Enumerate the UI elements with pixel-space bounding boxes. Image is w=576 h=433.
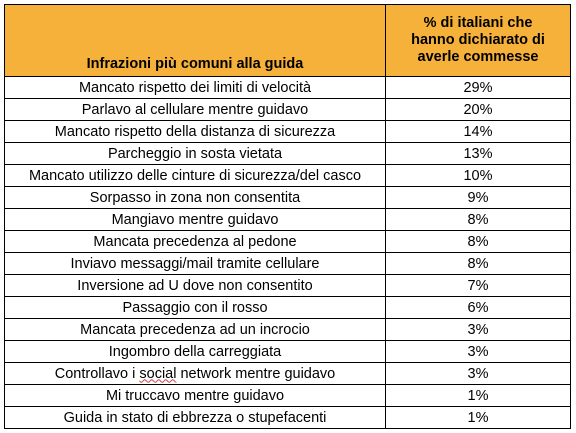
infraction-percentage: 8% [385,230,571,253]
table-row: Mi truccavo mentre guidavo 1% [4,384,571,407]
infraction-percentage: 3% [385,362,571,385]
table-row: Mancato utilizzo delle cinture di sicure… [4,164,571,187]
infraction-label: Inviavo messaggi/mail tramite cellulare [4,252,386,275]
infraction-label: Mancato rispetto dei limiti di velocità [4,76,386,99]
infraction-percentage: 8% [385,252,571,275]
infraction-label: Controllavo i social network mentre guid… [4,362,386,385]
table-row: Mancata precedenza ad un incrocio 3% [4,318,571,341]
infraction-percentage: 7% [385,274,571,297]
infraction-percentage: 1% [385,384,571,407]
infraction-percentage: 9% [385,186,571,209]
table-header-row: Infrazioni più comuni alla guida % di it… [4,4,571,77]
infraction-percentage: 14% [385,120,571,143]
header-percentage: % di italiani che hanno dichiarato di av… [385,4,571,77]
table-row: Inviavo messaggi/mail tramite cellulare 8… [4,252,571,275]
header-percentage-line: % di italiani che [423,15,533,31]
header-percentage-line: averle commesse [417,49,539,65]
infraction-label: Mancata precedenza ad un incrocio [4,318,386,341]
infraction-label: Guida in stato di ebbrezza o stupefacent… [4,406,386,429]
infractions-table: Infrazioni più comuni alla guida % di it… [4,4,571,429]
table-row: Mancata precedenza al pedone 8% [4,230,571,253]
table-row: Inversione ad U dove non consentito 7% [4,274,571,297]
infraction-percentage: 8% [385,208,571,231]
table-row: Mangiavo mentre guidavo 8% [4,208,571,231]
table-row: Mancato rispetto dei limiti di velocità 2… [4,76,571,99]
infraction-label: Mancato utilizzo delle cinture di sicure… [4,164,386,187]
infraction-percentage: 1% [385,406,571,429]
infraction-label: Inversione ad U dove non consentito [4,274,386,297]
header-percentage-line: hanno dichiarato di [411,32,545,48]
infraction-label: Mangiavo mentre guidavo [4,208,386,231]
infraction-percentage: 6% [385,296,571,319]
table-row: Parcheggio in sosta vietata 13% [4,142,571,165]
infraction-label: Sorpasso in zona non consentita [4,186,386,209]
infraction-percentage: 3% [385,340,571,363]
infraction-label: Passaggio con il rosso [4,296,386,319]
infraction-label: Ingombro della carreggiata [4,340,386,363]
infraction-percentage: 20% [385,98,571,121]
table-row: Mancato rispetto della distanza di sicur… [4,120,571,143]
infraction-label: Parcheggio in sosta vietata [4,142,386,165]
infraction-percentage: 13% [385,142,571,165]
infraction-label: Parlavo al cellulare mentre guidavo [4,98,386,121]
table-row: Ingombro della carreggiata 3% [4,340,571,363]
infraction-label: Mi truccavo mentre guidavo [4,384,386,407]
infraction-percentage: 10% [385,164,571,187]
infraction-label: Mancato rispetto della distanza di sicur… [4,120,386,143]
table-row: Guida in stato di ebbrezza o stupefacent… [4,406,571,429]
infraction-percentage: 3% [385,318,571,341]
table-row: Controllavo i social network mentre guid… [4,362,571,385]
infraction-percentage: 29% [385,76,571,99]
table-row: Parlavo al cellulare mentre guidavo 20% [4,98,571,121]
header-infractions: Infrazioni più comuni alla guida [4,4,386,77]
infraction-label: Mancata precedenza al pedone [4,230,386,253]
table-row: Sorpasso in zona non consentita 9% [4,186,571,209]
table-body: Mancato rispetto dei limiti di velocità 2… [4,76,571,429]
table-row: Passaggio con il rosso 6% [4,296,571,319]
infractions-table-container: Infrazioni più comuni alla guida % di it… [4,4,571,429]
